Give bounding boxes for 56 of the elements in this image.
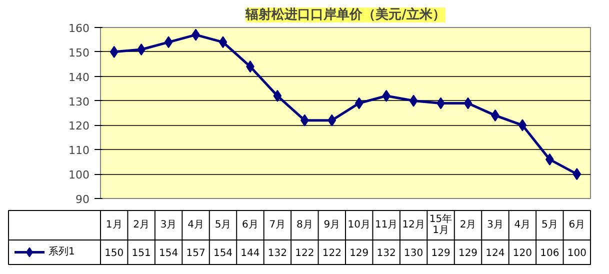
x-tick-label: 6月 [242, 220, 258, 231]
y-tick-label: 90 [76, 193, 90, 206]
data-label: 132 [268, 248, 287, 260]
data-label: 157 [186, 248, 206, 260]
data-label: 132 [376, 248, 396, 260]
data-label: 129 [431, 248, 450, 260]
data-label: 150 [104, 248, 124, 260]
x-tick-label: 5月 [214, 220, 232, 231]
x-tick-label: 2月 [460, 220, 476, 231]
x-tick-label: 8月 [296, 220, 313, 231]
x-tick-label: 3月 [487, 220, 504, 231]
x-tick-label: 12月 [402, 220, 425, 231]
data-label: 154 [159, 248, 178, 260]
point [518, 119, 527, 132]
data-label: 124 [486, 248, 505, 260]
chart-title: 辐射松进口口岸单价（美元/立米） [244, 6, 446, 22]
point [110, 46, 118, 58]
legend-label: 系列1 [48, 246, 75, 258]
y-tick-label: 160 [68, 22, 90, 35]
x-tick-label: 1月 [106, 220, 122, 231]
x-tick-label: 10月 [348, 220, 370, 231]
y-tick-label: 100 [68, 168, 90, 182]
data-label: 144 [240, 248, 260, 260]
point [409, 94, 418, 107]
data-label: 130 [404, 248, 424, 260]
x-tick-label: 3月 [160, 220, 177, 231]
data-label: 120 [512, 248, 532, 260]
x-tick-label: 4月 [514, 220, 531, 231]
x-tick-label: 7月 [269, 220, 286, 231]
data-label: 151 [132, 248, 151, 260]
data-label: 106 [540, 248, 560, 260]
x-tick-label: 5月 [541, 220, 558, 231]
x-tick-label: 6月 [568, 220, 586, 231]
point [218, 36, 228, 48]
y-tick-label: 120 [68, 120, 90, 133]
point [354, 97, 364, 110]
x-tick-label: 15年1月 [429, 213, 452, 236]
y-tick-label: 130 [68, 95, 90, 108]
y-tick-label: 150 [68, 46, 90, 60]
data-label: 100 [567, 248, 586, 260]
x-tick-label: 4月 [188, 220, 204, 231]
data-label: 129 [458, 248, 478, 260]
y-tick-label: 140 [68, 70, 90, 84]
point [164, 36, 173, 48]
data-label: 122 [295, 248, 314, 260]
point [273, 90, 282, 102]
data-label: 129 [350, 248, 369, 260]
x-tick-label: 2月 [133, 220, 150, 231]
x-tick-label: 9月 [324, 220, 340, 231]
point [328, 114, 336, 126]
x-tick-label: 11月 [374, 220, 398, 231]
point [464, 97, 472, 110]
data-label: 154 [213, 248, 233, 260]
y-tick-label: 110 [68, 144, 90, 158]
data-label: 122 [322, 248, 342, 260]
point [572, 168, 582, 180]
